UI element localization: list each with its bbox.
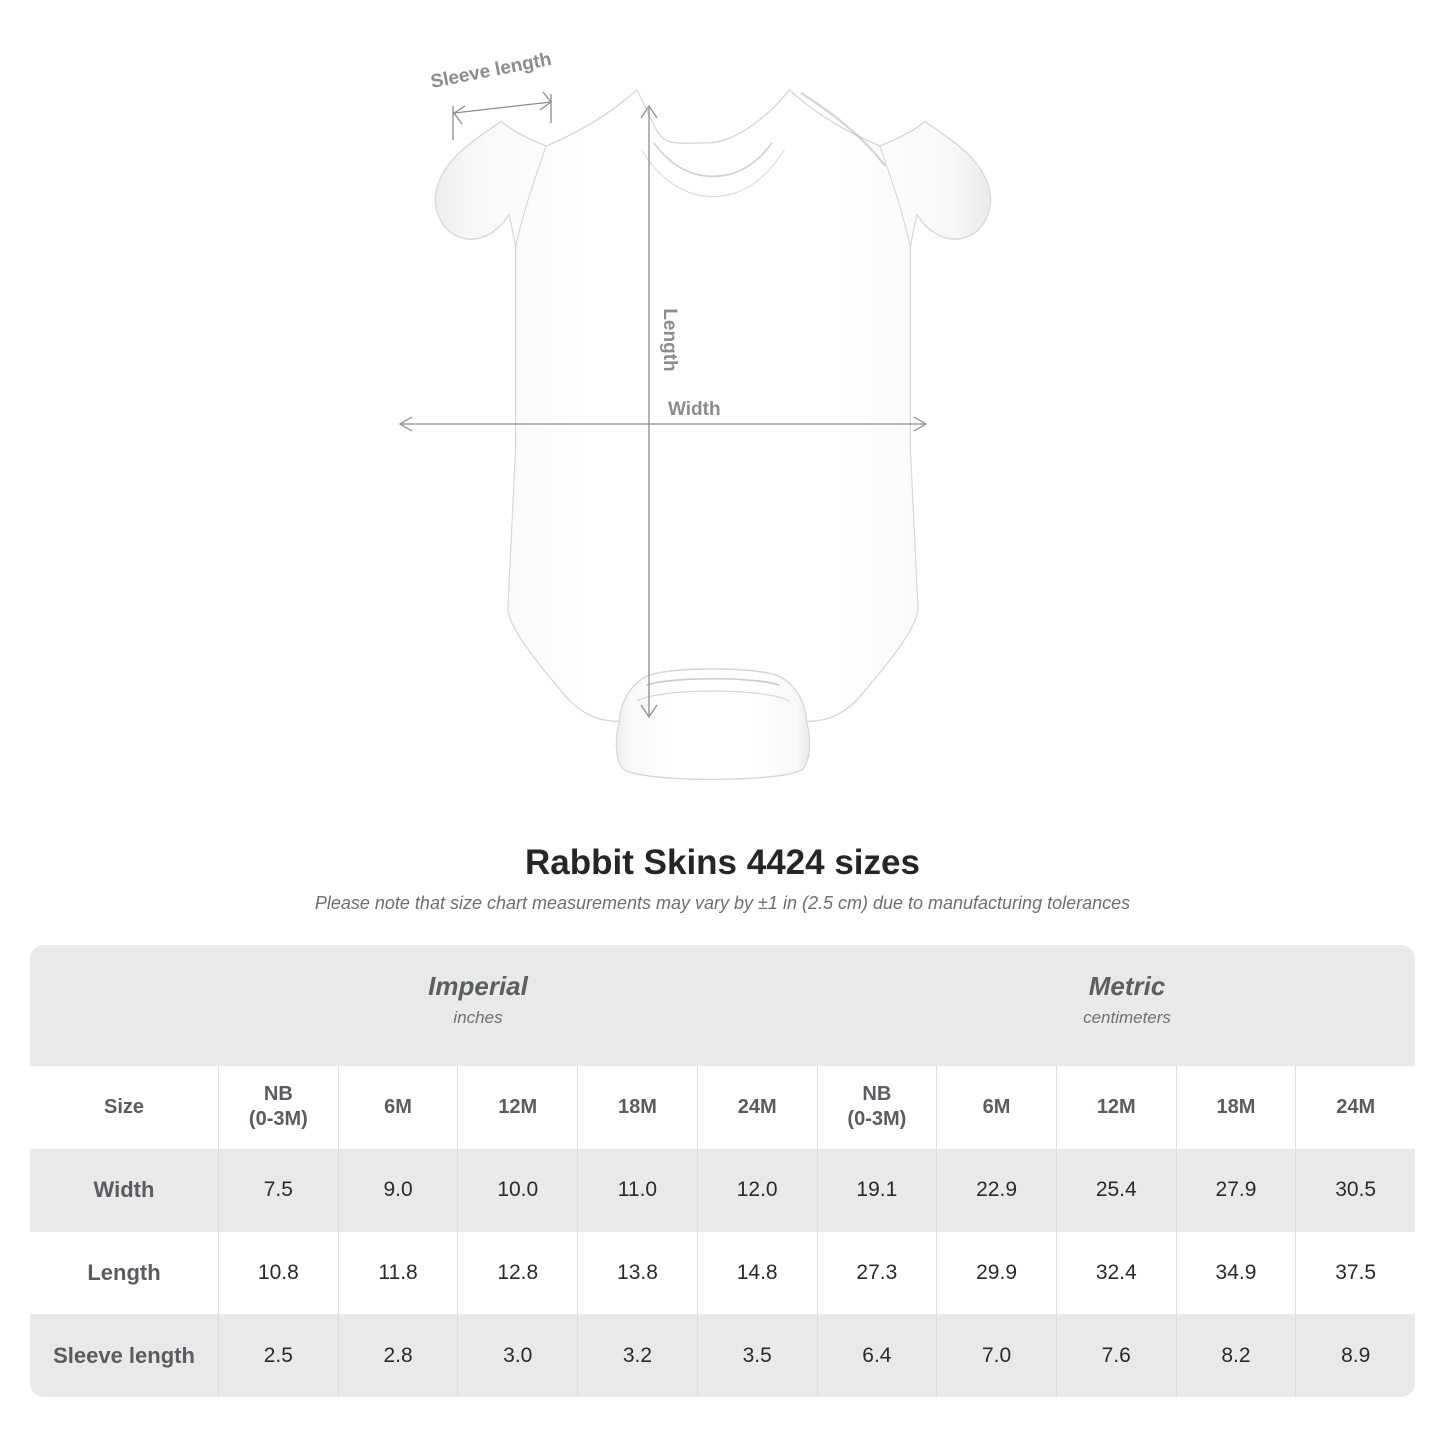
- svg-text:Sleeve length: Sleeve length: [429, 49, 553, 93]
- svg-text:Width: Width: [668, 399, 721, 420]
- svg-text:Length: Length: [659, 308, 680, 371]
